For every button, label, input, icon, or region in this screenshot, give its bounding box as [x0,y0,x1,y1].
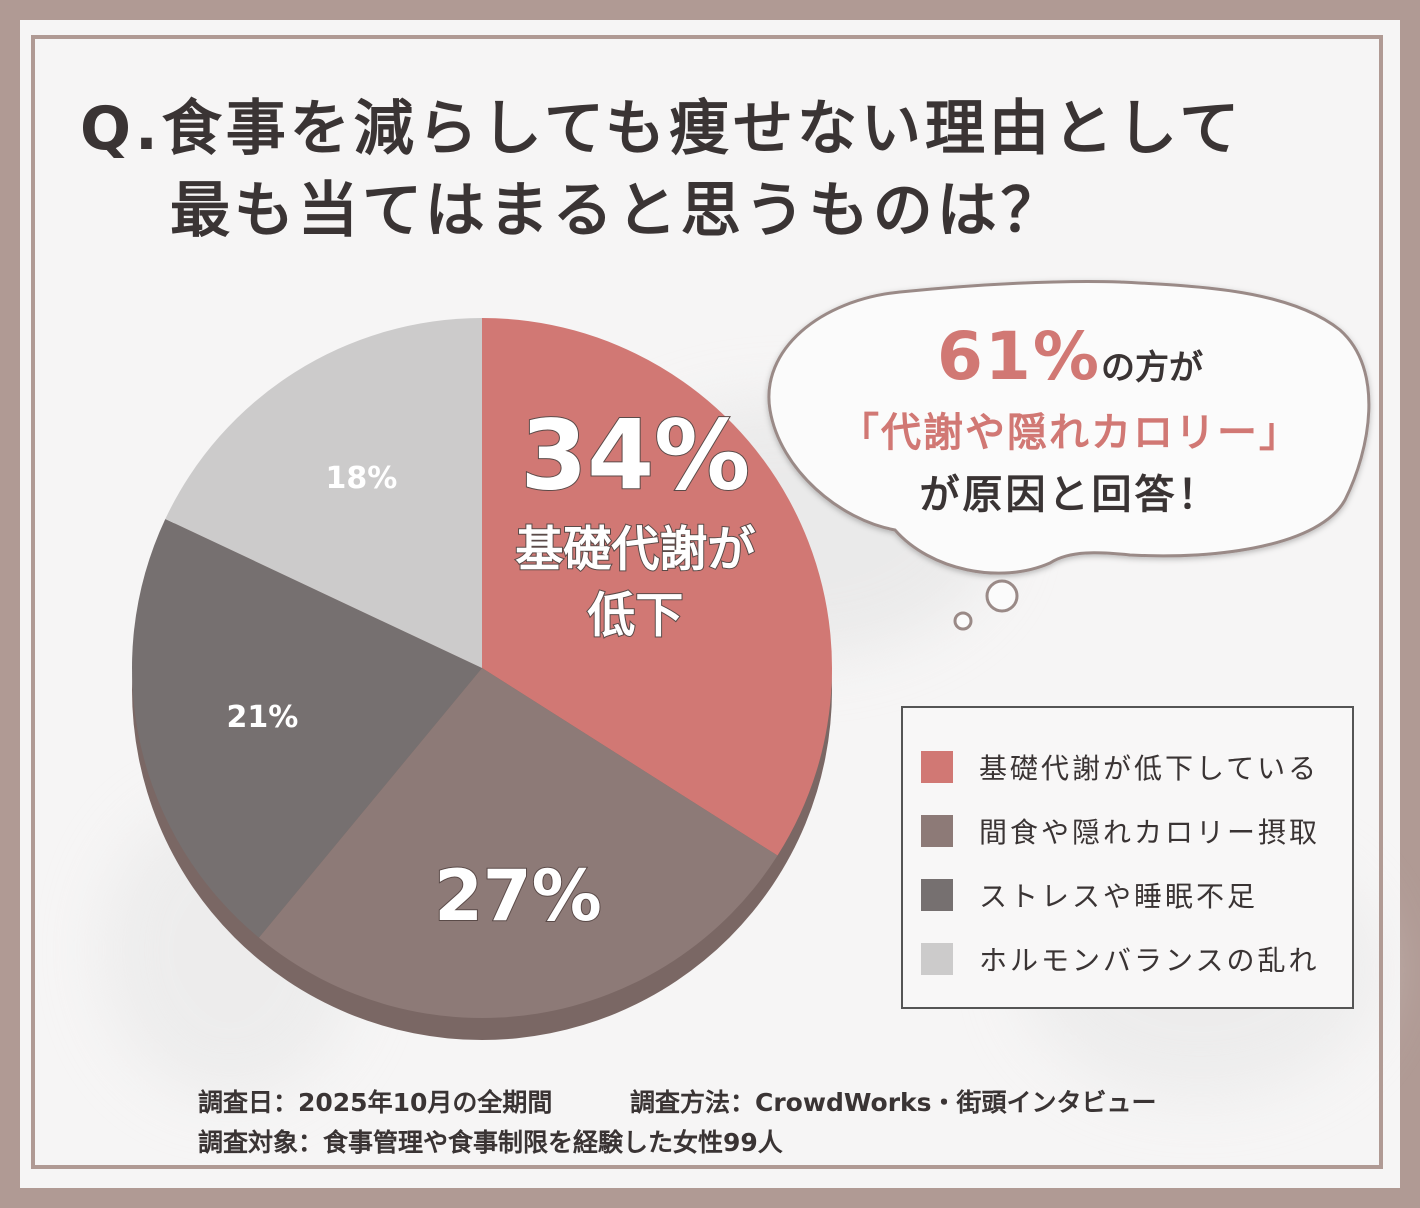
inner-border [31,35,1383,1169]
pie-slice [132,518,483,938]
pie-value-label: 34% [520,400,750,512]
pie-slice [258,668,778,1019]
legend-swatch [921,815,953,847]
pie-value-label: 27% [434,855,602,937]
pie-value-label: 21% [227,700,299,735]
bubble-percentage: 61% [937,318,1101,395]
pie-slice [482,318,832,856]
bubble-line-3: が原因と回答！ [919,472,1221,518]
pie-slice [165,318,482,668]
title-line-1: Q.食事を減らしても痩せない理由として [80,94,1244,164]
pie-value-label: 18% [326,461,398,496]
legend-item: 間食や隠れカロリー摂取 [921,811,1320,851]
legend-label: ホルモンバランスの乱れ [979,944,1320,977]
legend-item: ホルモンバランスの乱れ [921,939,1319,979]
legend-swatch [921,943,953,975]
survey-method: 調査方法：CrowdWorks・街頭インタビュー [630,1088,1157,1117]
thought-bubble [767,280,1371,631]
survey-date: 調査日：2025年10月の全期間 [198,1088,553,1117]
legend: 基礎代謝が低下している 間食や隠れカロリー摂取 ストレスや睡眠不足 ホルモンバラ… [901,706,1354,1009]
bubble-line-1: 61%の方が [770,318,1370,395]
legend-swatch [921,751,953,783]
legend-swatch [921,879,953,911]
title-line-2: 最も当てはまると思うものは？ [170,176,1065,246]
survey-target: 調査対象：食事管理や食事制限を経験した女性99人 [198,1128,783,1157]
legend-label: ストレスや睡眠不足 [979,880,1259,913]
bubble-line-1-text: の方が [1100,348,1203,388]
bubble-line-2: 「代謝や隠れカロリー」 [839,410,1301,456]
pie-category-label: 低下 [587,588,683,644]
legend-label: 間食や隠れカロリー摂取 [979,816,1321,849]
legend-label: 基礎代謝が低下している [979,752,1320,785]
legend-item: 基礎代謝が低下している [921,747,1319,787]
pie-category-label: 基礎代謝が [515,522,755,578]
legend-item: ストレスや睡眠不足 [921,875,1258,915]
